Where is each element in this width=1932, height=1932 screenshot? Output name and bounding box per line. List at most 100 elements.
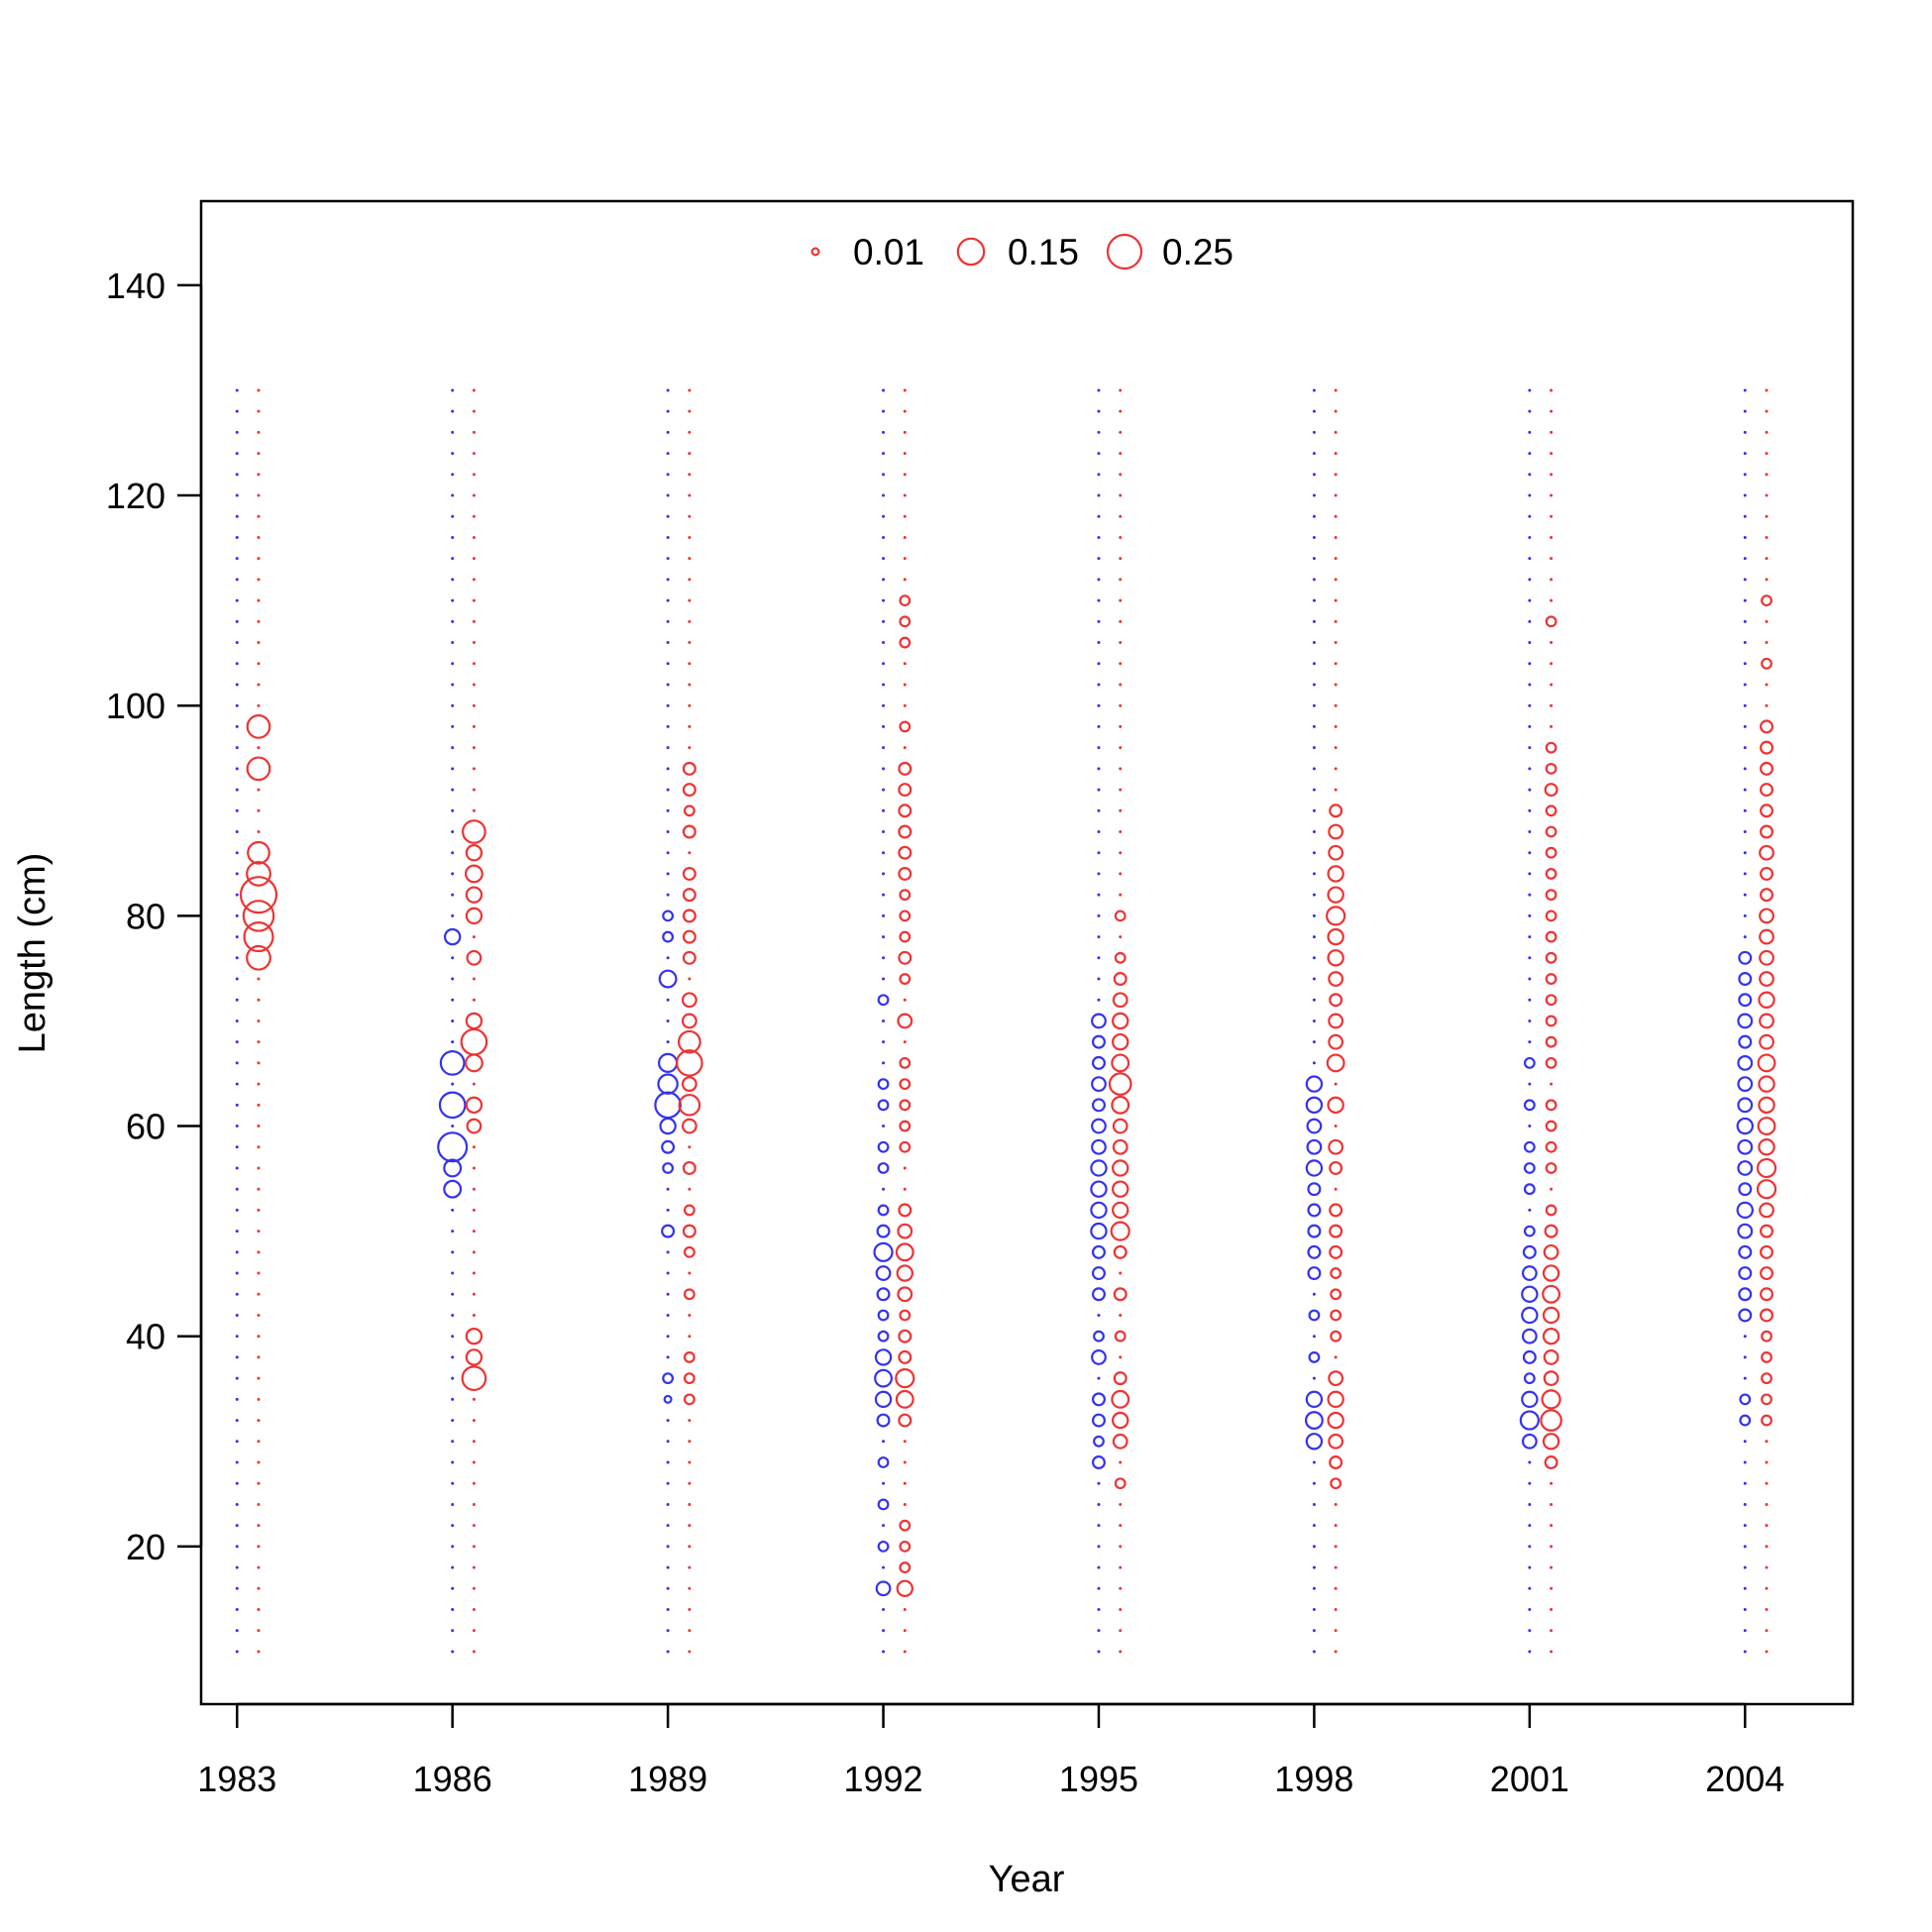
dot-1983-blue-100 xyxy=(235,703,239,707)
dot-1992-blue-110 xyxy=(882,598,886,602)
dot-1989-blue-124 xyxy=(666,452,670,456)
bubble-1995-red-74 xyxy=(1113,972,1127,987)
dot-1983-red-54 xyxy=(257,1187,261,1191)
dot-2001-red-126 xyxy=(1550,430,1554,434)
bubble-1986-red-40 xyxy=(465,1328,483,1345)
bubble-1998-red-28 xyxy=(1329,1455,1343,1469)
dot-1992-red-96 xyxy=(903,746,907,750)
dot-1989-red-46 xyxy=(688,1271,692,1275)
bubble-1986-red-84 xyxy=(464,864,483,884)
dot-1986-red-108 xyxy=(472,619,476,623)
dot-1986-blue-76 xyxy=(451,956,455,960)
dot-1986-blue-34 xyxy=(451,1397,455,1401)
dot-2001-blue-92 xyxy=(1528,788,1532,792)
bubble-1992-blue-48 xyxy=(873,1241,894,1262)
bubble-2001-red-50 xyxy=(1544,1224,1558,1238)
dot-1989-red-86 xyxy=(688,851,692,855)
dot-1998-red-108 xyxy=(1334,619,1338,623)
dot-1983-red-38 xyxy=(257,1355,261,1359)
dot-1995-blue-102 xyxy=(1097,683,1101,687)
bubble-1992-red-38 xyxy=(898,1349,912,1364)
dot-1983-red-100 xyxy=(257,703,261,707)
bubble-1995-blue-50 xyxy=(1090,1222,1108,1240)
bubble-1998-blue-56 xyxy=(1305,1159,1324,1177)
bubble-1992-red-40 xyxy=(898,1329,912,1343)
bubble-1998-blue-46 xyxy=(1307,1266,1322,1281)
dot-1983-red-18 xyxy=(257,1565,261,1569)
dot-1986-red-114 xyxy=(472,557,476,561)
dot-2004-blue-10 xyxy=(1743,1650,1747,1654)
dot-2004-red-12 xyxy=(1765,1629,1769,1633)
bubble-1989-red-82 xyxy=(682,888,697,903)
bubble-1992-blue-32 xyxy=(876,1413,891,1428)
dot-1998-blue-110 xyxy=(1312,598,1316,602)
dot-2001-blue-76 xyxy=(1528,956,1532,960)
bubble-1998-blue-52 xyxy=(1307,1203,1322,1218)
dot-2001-red-24 xyxy=(1550,1502,1554,1506)
dot-1983-red-104 xyxy=(257,662,261,666)
dot-2001-blue-90 xyxy=(1528,808,1532,812)
dot-1992-blue-86 xyxy=(882,851,886,855)
dot-1998-red-126 xyxy=(1334,430,1338,434)
dot-2001-blue-20 xyxy=(1528,1545,1532,1549)
bubble-1998-red-74 xyxy=(1328,971,1344,987)
dot-1986-red-12 xyxy=(472,1629,476,1633)
dot-1998-blue-116 xyxy=(1312,535,1316,539)
bubble-1989-red-68 xyxy=(678,1029,701,1054)
dot-1992-blue-126 xyxy=(882,430,886,434)
dot-1989-blue-108 xyxy=(666,619,670,623)
dot-1992-red-116 xyxy=(903,535,907,539)
dot-1992-red-54 xyxy=(903,1187,907,1191)
dot-1983-blue-64 xyxy=(235,1082,239,1086)
dot-2001-red-16 xyxy=(1550,1586,1554,1590)
dot-1992-red-112 xyxy=(903,578,907,582)
bubble-2001-blue-48 xyxy=(1522,1244,1537,1259)
legend-label-0.25: 0.25 xyxy=(1162,232,1234,272)
dot-1998-red-128 xyxy=(1334,409,1338,413)
bubble-2001-blue-32 xyxy=(1519,1410,1540,1431)
dot-1989-blue-84 xyxy=(666,872,670,876)
dot-1989-blue-38 xyxy=(666,1355,670,1359)
bubble-1992-blue-38 xyxy=(874,1348,893,1366)
dot-1986-blue-106 xyxy=(451,641,455,645)
dot-1989-red-124 xyxy=(688,452,692,456)
dot-1986-red-46 xyxy=(472,1271,476,1275)
dot-1992-blue-122 xyxy=(882,473,886,477)
dot-1998-blue-106 xyxy=(1312,641,1316,645)
bubble-2004-red-40 xyxy=(1761,1330,1772,1342)
dot-1986-blue-112 xyxy=(451,578,455,582)
dot-1989-blue-70 xyxy=(666,1019,670,1022)
dot-1995-blue-82 xyxy=(1097,893,1101,897)
dot-1989-blue-14 xyxy=(666,1608,670,1612)
dot-2004-red-124 xyxy=(1765,452,1769,456)
dot-1989-blue-32 xyxy=(666,1419,670,1423)
series-1992-blue xyxy=(873,388,894,1654)
dot-1989-blue-16 xyxy=(666,1586,670,1590)
dot-1983-blue-48 xyxy=(235,1250,239,1254)
dot-1995-blue-106 xyxy=(1097,641,1101,645)
dot-1992-red-72 xyxy=(903,998,907,1002)
bubble-1998-red-90 xyxy=(1329,804,1343,818)
dot-1986-red-54 xyxy=(472,1187,476,1191)
dot-1986-blue-52 xyxy=(451,1208,455,1212)
dot-1986-blue-124 xyxy=(451,452,455,456)
dot-1986-red-126 xyxy=(472,430,476,434)
dot-1995-blue-128 xyxy=(1097,409,1101,413)
dot-1989-red-42 xyxy=(688,1313,692,1317)
dot-1995-red-98 xyxy=(1119,724,1123,728)
bubble-2004-red-110 xyxy=(1761,594,1772,607)
dot-1983-red-122 xyxy=(257,473,261,477)
bubble-1992-blue-46 xyxy=(875,1265,892,1281)
dot-2001-red-12 xyxy=(1550,1629,1554,1633)
dot-1989-blue-30 xyxy=(666,1440,670,1444)
series-1989-blue xyxy=(654,388,682,1654)
bubble-2004-blue-48 xyxy=(1738,1244,1753,1259)
dot-1995-blue-24 xyxy=(1097,1502,1101,1506)
dot-2004-red-102 xyxy=(1765,683,1769,687)
bubble-1995-red-50 xyxy=(1110,1221,1130,1241)
dot-1983-blue-14 xyxy=(235,1608,239,1612)
bubble-1998-blue-38 xyxy=(1308,1351,1321,1363)
dot-1986-blue-120 xyxy=(451,493,455,497)
bubble-1989-red-64 xyxy=(681,1076,698,1093)
dot-1998-blue-28 xyxy=(1312,1460,1316,1464)
